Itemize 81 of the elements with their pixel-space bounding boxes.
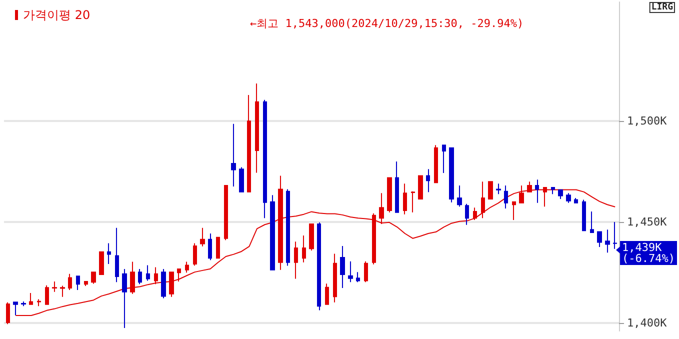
candlestick (239, 166, 244, 192)
candlestick (364, 260, 368, 283)
candlestick (216, 236, 220, 259)
candlestick (115, 227, 119, 283)
candlestick (418, 175, 423, 200)
candlestick (99, 251, 104, 275)
candlestick (582, 199, 586, 232)
candlestick (512, 201, 516, 220)
candlestick (488, 181, 493, 200)
candlestick (496, 183, 501, 195)
candlestick (597, 231, 602, 248)
candlestick (473, 207, 477, 220)
candlestick (21, 301, 26, 307)
candlestick (605, 229, 610, 254)
candlestick (286, 188, 290, 266)
candlestick (372, 212, 376, 265)
candlestick (387, 177, 392, 213)
candlestick (91, 272, 96, 284)
candlestick (340, 246, 345, 289)
candlestick (169, 272, 174, 298)
y-tick-label: 1,400K (627, 316, 668, 330)
candlestick (535, 179, 539, 204)
candlestick (107, 242, 111, 264)
text: 1,439K (-6.74%) (622, 241, 676, 265)
y-tick-label: 1,500K (627, 114, 668, 128)
candlestick (302, 235, 306, 263)
candlestick (130, 261, 135, 294)
candlestick (60, 285, 65, 298)
candlestick (29, 292, 33, 305)
candlestick (263, 99, 267, 219)
candlestick (270, 194, 275, 270)
candlestick (356, 272, 360, 283)
legend-label: 가격이평 20 (23, 8, 90, 22)
candlestick (37, 298, 41, 307)
candlestick (317, 222, 321, 311)
candlestick (200, 227, 205, 247)
candlestick (411, 190, 415, 213)
candlestick (224, 184, 228, 241)
candlestick (426, 168, 430, 193)
candlestick (161, 268, 166, 299)
candlestick (68, 273, 72, 291)
candlestick (84, 281, 88, 286)
candlestick (574, 197, 578, 204)
candlestick (333, 253, 337, 303)
candlestick (6, 302, 10, 325)
candlestick (154, 266, 158, 285)
candlestick (146, 264, 150, 282)
candlestick (255, 83, 259, 174)
candlestick (325, 283, 329, 305)
candlestick (449, 147, 454, 203)
text: LIRG (651, 2, 674, 12)
annotation: ←최고 1,543,000(2024/10/29,15:30, -29.94%) (250, 17, 524, 30)
candlestick (395, 160, 399, 213)
candlestick (52, 281, 57, 292)
candlestick (590, 211, 594, 233)
candlestick (613, 222, 617, 250)
candlestick (138, 268, 142, 285)
candlestick (348, 260, 353, 283)
candlestick (247, 94, 251, 192)
candlestick (504, 184, 508, 209)
candlestick (177, 268, 181, 282)
candlestick (13, 302, 18, 316)
candlestick (309, 224, 314, 251)
y-tick-label: 1,450K (627, 216, 668, 229)
candlestick (294, 241, 298, 280)
candlestick (185, 261, 189, 274)
candlestick (457, 184, 462, 208)
candlestick (208, 233, 212, 261)
candlestick (403, 183, 407, 215)
candlestick (442, 144, 446, 174)
candlestick (558, 189, 563, 200)
candlestick (193, 242, 197, 266)
candlestick (45, 284, 49, 305)
candlestick (551, 186, 555, 195)
candlestick (122, 268, 127, 328)
candlestick (379, 192, 384, 225)
candlestick (76, 276, 80, 291)
candlestick (231, 123, 236, 187)
candlestick (465, 203, 469, 226)
candlestick (566, 192, 571, 204)
candlestick (434, 144, 438, 184)
